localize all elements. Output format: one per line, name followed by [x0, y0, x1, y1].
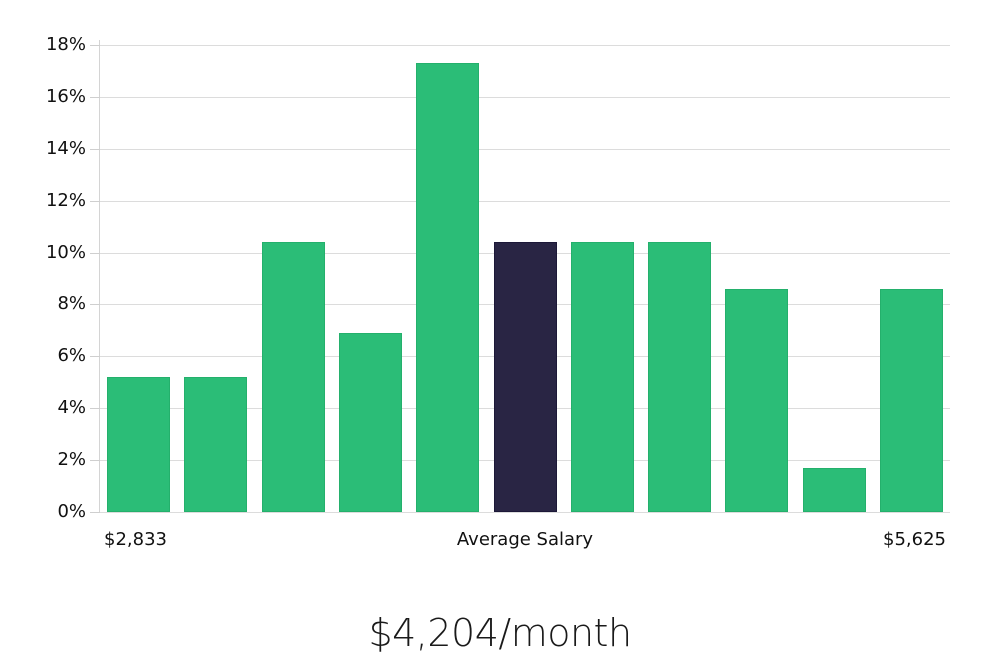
- bar: [880, 288, 943, 512]
- bar: [725, 288, 789, 512]
- y-tick-mark: [90, 253, 100, 254]
- y-tick-mark: [90, 408, 100, 409]
- y-tick-label: 2%: [57, 449, 86, 470]
- y-tick-mark: [90, 45, 100, 46]
- y-tick-mark: [90, 149, 100, 150]
- gridline: [100, 97, 950, 98]
- y-tick-label: 10%: [45, 242, 86, 263]
- y-tick-label: 8%: [57, 293, 86, 314]
- x-axis-title: Average Salary: [456, 529, 594, 550]
- bar: [338, 332, 402, 512]
- y-tick-label: 6%: [57, 345, 86, 366]
- y-tick-mark: [90, 460, 100, 461]
- y-tick-label: 4%: [57, 397, 86, 418]
- x-min-label: $2,833: [104, 529, 167, 550]
- y-tick-label: 14%: [45, 138, 86, 159]
- y-tick-mark: [90, 356, 100, 357]
- bar: [261, 242, 325, 512]
- y-tick-label: 16%: [45, 86, 86, 107]
- y-tick-mark: [90, 304, 100, 305]
- x-max-label: $5,625: [883, 529, 946, 550]
- salary-histogram: 0% 2% 4% 6% 8% 10% 12% 14% 16% 18% $2,833 Average…: [45, 34, 950, 550]
- bar: [184, 377, 248, 512]
- bar-average-salary: [493, 242, 557, 512]
- bar: [802, 467, 866, 512]
- y-tick-mark: [90, 512, 100, 513]
- y-tick-mark: [90, 97, 100, 98]
- bar: [416, 63, 480, 512]
- gridline: [100, 201, 950, 202]
- gridline: [100, 45, 950, 46]
- y-axis-line: [99, 40, 100, 513]
- bar: [570, 242, 634, 512]
- average-salary-value: $4,204/month: [368, 611, 632, 655]
- bar: [107, 377, 170, 512]
- y-tick-label: 18%: [45, 34, 86, 55]
- y-tick-mark: [90, 201, 100, 202]
- y-tick-label: 12%: [45, 190, 86, 211]
- y-tick-label: 0%: [57, 501, 86, 522]
- gridline: [100, 149, 950, 150]
- gridline: [100, 512, 950, 513]
- bar: [648, 242, 712, 512]
